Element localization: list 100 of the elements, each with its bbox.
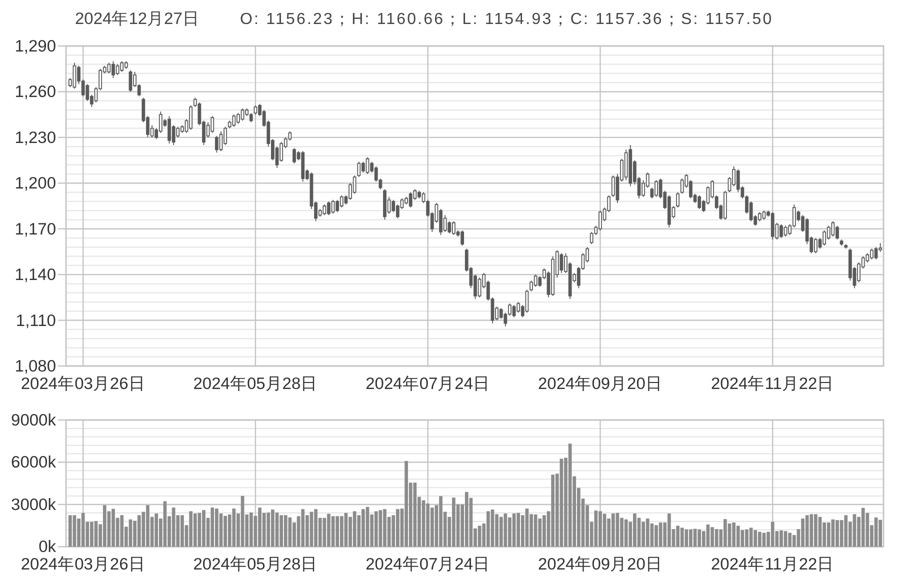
candlestick (189, 104, 193, 130)
y-tick-label: 0k (38, 538, 57, 556)
candlestick (322, 204, 326, 216)
bar (154, 513, 158, 547)
bar (413, 482, 417, 547)
bar (301, 509, 305, 547)
candlestick (72, 62, 76, 90)
x-tick-label: 2024年05月28日 (193, 556, 318, 574)
x-tick-label: 2024年09月20日 (538, 556, 662, 574)
bar (624, 519, 628, 547)
bar (340, 516, 344, 547)
bar (844, 515, 848, 547)
candlestick (249, 112, 253, 123)
y-tick-label: 1,110 (16, 312, 56, 330)
bar (805, 515, 809, 547)
candlestick (254, 104, 258, 116)
candlestick (116, 64, 120, 76)
bar (826, 522, 830, 547)
candlestick (331, 199, 335, 214)
candlestick (628, 144, 632, 187)
candlestick (560, 252, 564, 274)
candlestick (758, 212, 762, 222)
bar (810, 514, 814, 547)
candlestick (516, 302, 520, 314)
candlestick (210, 116, 214, 134)
bar (232, 508, 236, 547)
candlestick (336, 199, 340, 213)
candlestick (680, 178, 684, 194)
y-tick-label: 6000k (11, 454, 57, 472)
bar (249, 512, 253, 547)
bar (754, 530, 758, 547)
bar (374, 511, 378, 547)
y-tick-label: 1,290 (14, 38, 56, 56)
bar (538, 518, 542, 547)
x-tick-label: 2024年07月24日 (366, 556, 490, 574)
candlestick (219, 130, 223, 152)
y-tick-label: 1,200 (14, 174, 56, 193)
candlestick (301, 150, 305, 182)
bar (322, 518, 326, 547)
bar (745, 529, 748, 547)
bar (504, 513, 508, 547)
bar (68, 515, 72, 547)
bar (210, 508, 214, 547)
bar (680, 528, 684, 547)
bar (266, 512, 270, 547)
bar (202, 510, 206, 547)
candlestick (698, 194, 702, 210)
bar (112, 508, 115, 547)
bar (172, 508, 176, 547)
x-tick-label: 2024年03月26日 (20, 556, 146, 574)
bar (770, 522, 774, 547)
bar (736, 526, 740, 547)
bar (430, 508, 434, 547)
candlestick (357, 161, 361, 178)
bar (534, 514, 538, 547)
bar (137, 515, 141, 547)
y-tick-label: 1,080 (14, 358, 56, 376)
candlestick (460, 230, 464, 246)
candlestick (232, 114, 236, 128)
candlestick (366, 156, 370, 174)
candlestick (874, 246, 878, 260)
candlestick (762, 210, 766, 220)
candlestick (120, 60, 124, 72)
bar (646, 518, 650, 547)
candlestick (831, 220, 835, 237)
candlestick (667, 194, 671, 228)
bar (120, 515, 124, 547)
y-tick-label: 3000k (11, 496, 57, 514)
chart-subtitle: O: 1156.23；H: 1160.66；L: 1154.93；C: 1157.36；S: 1157.50 (240, 11, 774, 28)
bar (654, 525, 658, 547)
bar (684, 529, 688, 547)
candlestick (478, 277, 482, 298)
candlestick (844, 244, 848, 250)
x-tick-label: 2024年11月22日 (711, 556, 834, 574)
candlestick (124, 60, 128, 70)
bar (81, 512, 85, 547)
bar (878, 520, 882, 547)
bar (352, 511, 356, 547)
x-tick-label: 2024年11月22日 (711, 375, 834, 393)
candlestick (512, 304, 516, 318)
candlestick (676, 192, 680, 208)
candlestick (840, 239, 844, 246)
x-tick-label: 2024年09月20日 (538, 375, 662, 393)
bar (698, 529, 702, 547)
bar (102, 505, 106, 547)
candlestick (340, 194, 344, 208)
candlestick (770, 212, 774, 240)
candlestick (214, 135, 218, 154)
candlestick (128, 70, 132, 92)
bar (426, 503, 430, 547)
bar (611, 513, 615, 547)
bar (788, 532, 792, 547)
bar (836, 520, 839, 547)
candlestick (534, 274, 538, 288)
bar (284, 515, 288, 547)
y-tick-label: 1,170 (14, 220, 56, 238)
bar (714, 529, 718, 547)
y-tick-label: 1,230 (14, 128, 56, 147)
chart-title: 2024年12月27日 (75, 10, 200, 28)
bar (464, 492, 468, 547)
